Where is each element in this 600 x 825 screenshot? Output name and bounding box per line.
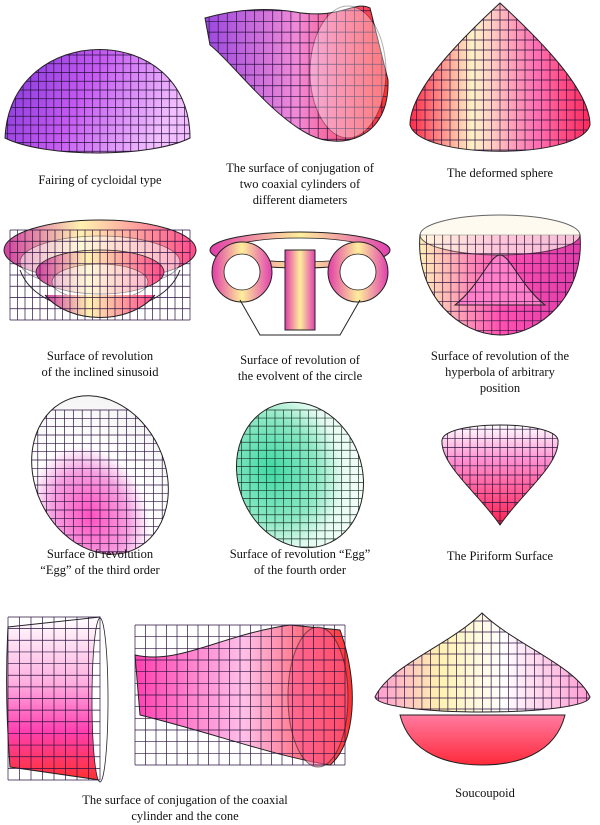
surface-soucoupoid: Soucoupoid xyxy=(370,605,600,825)
surface-egg3: Surface of revolution “Egg” of the third… xyxy=(0,395,200,585)
caption-hyperbola: Surface of revolution of the hyperbola o… xyxy=(400,348,600,396)
caption-line: “Egg” of the third order xyxy=(40,563,160,577)
caption-line: cylinder and the cone xyxy=(131,809,239,823)
caption-line: different diameters xyxy=(252,193,348,207)
caption-line: of the fourth order xyxy=(254,563,346,577)
caption-line: Surface of revolution of xyxy=(240,353,360,367)
caption-evolvent: Surface of revolution of the evolvent of… xyxy=(200,352,400,384)
caption-line: Surface of revolution xyxy=(46,349,154,363)
inclined-sinusoid-figure xyxy=(3,219,197,321)
hyperbola-figure xyxy=(419,214,581,336)
surface-cyl-cone: The surface of conjugation of the coaxia… xyxy=(0,605,370,825)
caption-line: The Piriform Surface xyxy=(446,549,554,563)
surface-conj-cylinders: The surface of conjugation of two coaxia… xyxy=(200,0,400,210)
caption-line: Soucoupoid xyxy=(455,786,515,800)
caption-fairing: Fairing of cycloidal type xyxy=(0,172,200,188)
caption-line: of the inclined sinusoid xyxy=(41,365,159,379)
surface-inclined-sinusoid: Surface of revolution of the inclined si… xyxy=(0,210,200,400)
surface-evolvent: Surface of revolution of the evolvent of… xyxy=(200,220,400,400)
conj-cylinders-figure xyxy=(204,5,389,142)
surface-piriform: The Piriform Surface xyxy=(400,410,600,585)
caption-line: Surface of revolution “Egg” xyxy=(229,547,371,561)
caption-line: the evolvent of the circle xyxy=(237,369,363,383)
egg3-figure xyxy=(19,395,181,561)
caption-line: position xyxy=(479,381,521,395)
caption-egg3: Surface of revolution “Egg” of the third… xyxy=(0,546,200,578)
caption-egg4: Surface of revolution “Egg” of the fourt… xyxy=(200,546,400,578)
piriform-figure xyxy=(441,424,559,526)
caption-piriform: The Piriform Surface xyxy=(400,548,600,564)
cyl-cone-figure xyxy=(6,616,353,783)
caption-line: The surface of conjugation of xyxy=(226,161,374,175)
caption-line: two coaxial cylinders of xyxy=(239,177,361,191)
caption-inclined-sinusoid: Surface of revolution of the inclined si… xyxy=(0,348,200,380)
caption-cyl-cone: The surface of conjugation of the coaxia… xyxy=(0,792,370,824)
caption-line: Surface of revolution xyxy=(46,547,154,561)
caption-soucoupoid: Soucoupoid xyxy=(370,785,600,801)
egg4-figure xyxy=(224,401,376,556)
caption-line: Fairing of cycloidal type xyxy=(38,173,162,187)
fairing-surface-figure xyxy=(4,49,191,154)
caption-conj-cylinders: The surface of conjugation of two coaxia… xyxy=(200,160,400,208)
caption-line: Surface of revolution of the xyxy=(430,349,570,363)
caption-line: The deformed sphere xyxy=(446,166,554,180)
surface-hyperbola: Surface of revolution of the hyperbola o… xyxy=(400,205,600,400)
surface-egg4: Surface of revolution “Egg” of the fourt… xyxy=(200,401,400,585)
caption-deformed-sphere: The deformed sphere xyxy=(400,165,600,181)
surface-fairing: Fairing of cycloidal type xyxy=(0,0,200,200)
deformed-sphere-figure xyxy=(409,2,591,152)
surface-deformed-sphere: The deformed sphere xyxy=(400,0,600,200)
caption-line: The surface of conjugation of the coaxia… xyxy=(82,793,288,807)
evolvent-figure xyxy=(209,231,391,336)
caption-line: hyperbola of arbitrary xyxy=(445,365,555,379)
soucoupoid-figure xyxy=(374,612,591,766)
